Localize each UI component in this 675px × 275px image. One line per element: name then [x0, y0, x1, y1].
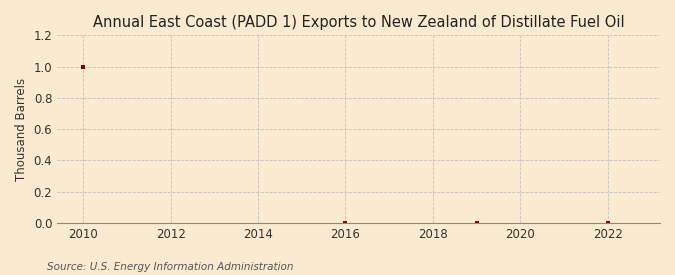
Text: Source: U.S. Energy Information Administration: Source: U.S. Energy Information Administ… [47, 262, 294, 272]
Title: Annual East Coast (PADD 1) Exports to New Zealand of Distillate Fuel Oil: Annual East Coast (PADD 1) Exports to Ne… [92, 15, 624, 30]
Y-axis label: Thousand Barrels: Thousand Barrels [15, 78, 28, 181]
